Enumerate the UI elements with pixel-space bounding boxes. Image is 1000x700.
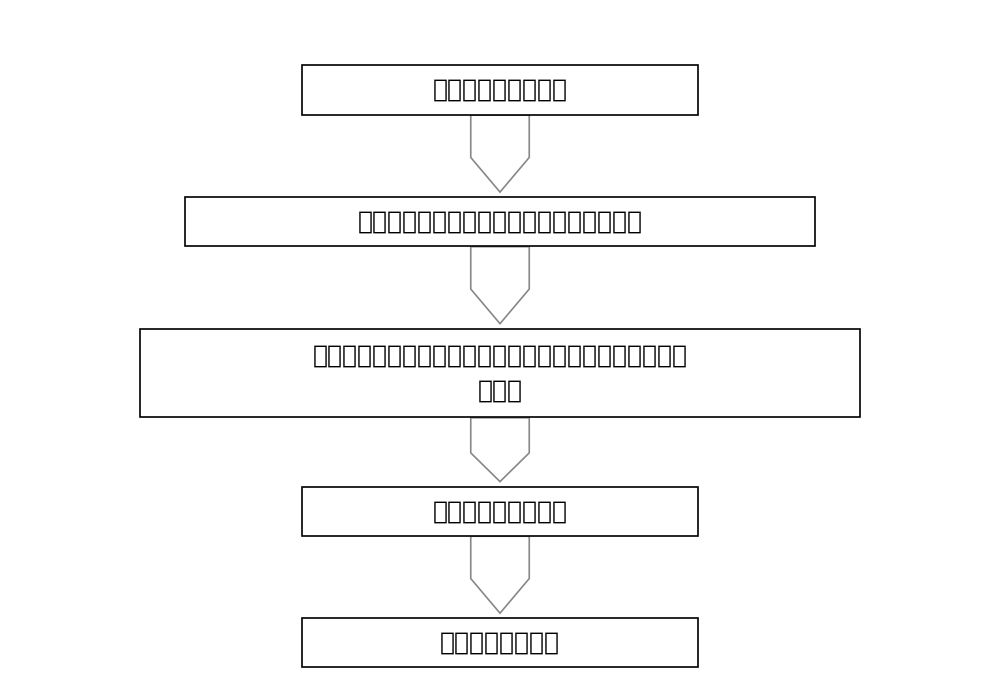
Bar	[140, 328, 860, 417]
Polygon shape	[471, 418, 529, 482]
Polygon shape	[471, 115, 529, 192]
Text: 基于植被指数、长势、灾害、土壤墒情数据的玉米估产模
型构建: 基于植被指数、长势、灾害、土壤墒情数据的玉米估产模 型构建	[312, 343, 688, 402]
Bar	[302, 618, 698, 668]
Bar	[302, 486, 698, 536]
Bar	[185, 197, 815, 246]
Text: 植被指数、长势、灾害、土壤墒情数据提取: 植被指数、长势、灾害、土壤墒情数据提取	[358, 210, 642, 234]
Text: 目标区产量分布图: 目标区产量分布图	[440, 631, 560, 655]
Polygon shape	[471, 536, 529, 613]
Polygon shape	[471, 246, 529, 323]
Text: 目标区地块产量反演: 目标区地块产量反演	[432, 499, 568, 523]
Text: 原始数据获取与处理: 原始数据获取与处理	[432, 78, 568, 102]
Bar	[302, 65, 698, 115]
